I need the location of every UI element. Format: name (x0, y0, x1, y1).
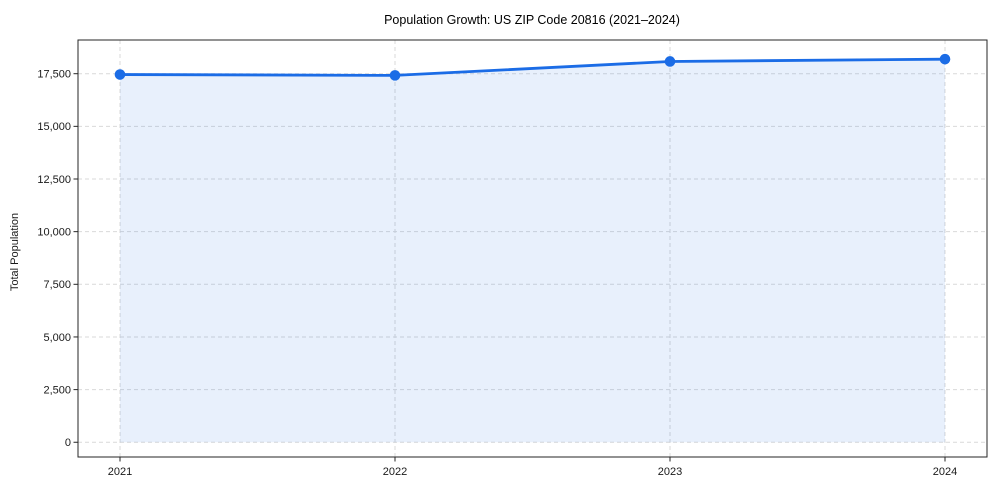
x-tick-label: 2024 (933, 466, 957, 478)
area-fill (120, 59, 945, 443)
y-tick-label: 2,500 (43, 384, 71, 396)
y-tick-label: 17,500 (37, 68, 71, 80)
y-axis-label: Total Population (9, 213, 21, 291)
y-tick-label: 10,000 (37, 226, 71, 238)
plot-border (77, 39, 988, 458)
data-point (664, 56, 676, 67)
x-tick-label: 2021 (108, 466, 132, 478)
y-tick-label: 7,500 (43, 279, 71, 291)
chart-title: Population Growth: US ZIP Code 20816 (20… (384, 13, 680, 27)
y-tick-label: 0 (65, 437, 71, 449)
data-point (114, 69, 126, 80)
x-tick-label: 2023 (658, 466, 682, 478)
data-point (389, 70, 401, 81)
y-tick-label: 12,500 (37, 174, 71, 186)
data-line (118, 57, 947, 77)
data-point (939, 53, 951, 65)
x-tick-label: 2022 (383, 466, 407, 478)
y-tick-label: 15,000 (37, 121, 71, 133)
y-tick-label: 5,000 (43, 332, 71, 344)
